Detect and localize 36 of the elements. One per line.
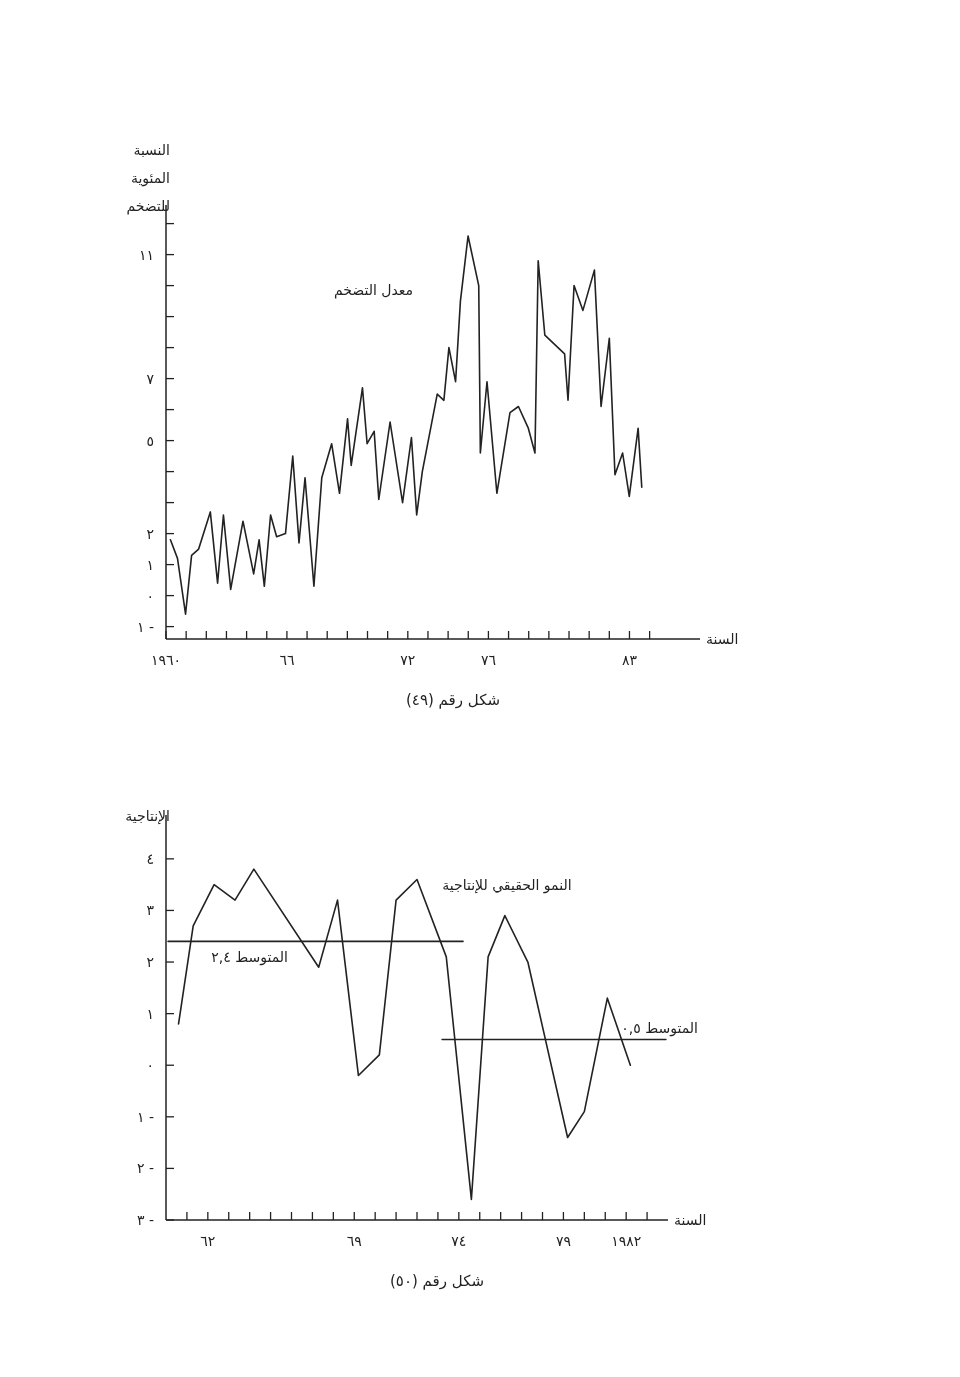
x-tick-label: ٦٩ [346,1233,362,1249]
y-tick-label: ١ [146,1005,154,1022]
y-tick-label: ٠ [146,587,154,604]
series-label: المتوسط ٢,٤ [211,949,289,967]
text: شكل رقم (٤٩) [406,691,500,709]
text: معدل التضخم [334,281,414,299]
y-tick-label: ١ - [136,1108,154,1125]
y-tick-label: ١ - [136,618,154,635]
x-tick-label: ٦٢ [200,1233,216,1249]
line-series [169,235,643,615]
y-tick-label: ٧ [146,370,155,387]
series-label: المتوسط ٠,٥ [621,1020,698,1038]
x-axis-title: السنة [706,631,739,647]
y-tick-label: ٠ [146,1057,154,1074]
y-tick-label: ٤ [146,850,154,867]
y-tick-label: ٣ [146,902,155,919]
y-tick-label: ٢ [146,954,154,971]
y-axis-title: النسبة المئوية للتضخم [126,142,170,215]
text: شكل رقم (٥٠) [390,1272,484,1290]
y-tick-label: ٢ [146,525,154,542]
x-tick-label: ١٩٨٢ [611,1233,642,1249]
x-axis-title: السنة [674,1212,707,1228]
x-tick-label: ٦٦ [279,652,295,668]
y-tick-label: ٣ - [136,1212,154,1228]
x-tick-label: ٧٤ [451,1233,467,1249]
x-tick-label: ٧٢ [400,652,416,668]
x-tick-label: ٨٣ [621,652,638,668]
y-tick-label: ١ [146,556,154,573]
y-axis-title: الإنتاجية [125,808,170,825]
y-tick-label: ٢ - [136,1160,154,1177]
y-tick-label: ٥ [146,432,154,449]
x-tick-label: ٧٩ [555,1233,571,1249]
x-tick-label: ١٩٦٠ [150,652,182,668]
y-tick-label: ١١ [138,246,154,263]
x-tick-label: ٧٦ [480,652,496,668]
series-label: النمو الحقيقي للإنتاجية [442,876,572,894]
